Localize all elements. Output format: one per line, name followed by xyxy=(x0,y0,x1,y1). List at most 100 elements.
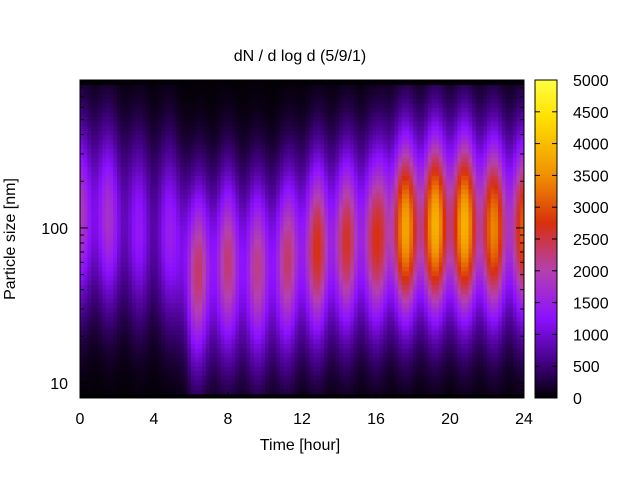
heatmap-cell xyxy=(265,329,270,335)
heatmap-cell xyxy=(87,243,92,249)
heatmap-cell xyxy=(331,361,336,367)
heatmap-cell xyxy=(235,134,240,140)
heatmap-cell xyxy=(161,316,166,322)
heatmap-cell xyxy=(231,370,236,376)
heatmap-cell xyxy=(276,248,281,254)
heatmap-cell xyxy=(131,211,137,217)
heatmap-cell xyxy=(176,366,181,372)
heatmap-cell xyxy=(179,261,185,267)
heatmap-cell xyxy=(253,366,259,372)
heatmap-cell xyxy=(287,129,292,136)
heatmap-cell xyxy=(198,366,203,372)
heatmap-cell xyxy=(91,279,96,286)
heatmap-cell xyxy=(283,388,288,395)
heatmap-cell xyxy=(216,166,222,172)
heatmap-cell xyxy=(305,148,310,154)
heatmap-cell xyxy=(205,170,211,176)
heatmap-cell xyxy=(83,384,88,390)
heatmap-cell xyxy=(165,302,170,308)
heatmap-cell xyxy=(198,125,203,131)
heatmap-cell xyxy=(253,334,259,340)
heatmap-cell xyxy=(120,134,125,140)
heatmap-cell xyxy=(168,320,174,326)
heatmap-cell xyxy=(198,234,203,240)
heatmap-cell xyxy=(205,84,211,90)
heatmap-cell xyxy=(228,357,233,363)
heatmap-cell xyxy=(305,161,310,167)
heatmap-cell xyxy=(324,98,329,104)
heatmap-cell xyxy=(202,107,207,113)
heatmap-cell xyxy=(316,243,322,249)
heatmap-cell xyxy=(128,302,133,308)
heatmap-cell xyxy=(231,116,236,122)
heatmap-cell xyxy=(290,225,296,231)
heatmap-cell xyxy=(228,202,233,208)
heatmap-cell xyxy=(187,84,192,90)
heatmap-cell xyxy=(83,98,88,104)
heatmap-cell xyxy=(261,234,266,240)
heatmap-cell xyxy=(287,243,292,249)
heatmap-cell xyxy=(202,252,207,258)
heatmap-cell xyxy=(279,157,285,163)
heatmap-cell xyxy=(179,111,185,117)
heatmap-cell xyxy=(105,98,111,104)
heatmap-cell xyxy=(128,148,133,154)
heatmap-cell xyxy=(239,211,244,217)
heatmap-cell xyxy=(142,175,148,181)
heatmap-cell xyxy=(261,375,266,381)
heatmap-cell xyxy=(109,334,114,340)
heatmap-cell xyxy=(246,89,251,95)
heatmap-cell xyxy=(279,193,285,199)
heatmap-cell xyxy=(139,361,144,367)
heatmap-cell xyxy=(139,298,144,304)
heatmap-cell xyxy=(231,279,236,286)
heatmap-cell xyxy=(331,302,336,308)
heatmap-cell xyxy=(250,270,255,276)
heatmap-cell xyxy=(335,152,340,158)
heatmap-cell xyxy=(327,325,333,331)
heatmap-cell xyxy=(294,379,299,385)
heatmap-cell xyxy=(120,361,125,367)
heatmap-cell xyxy=(290,98,296,104)
heatmap-cell xyxy=(172,334,177,340)
heatmap-cell xyxy=(120,311,125,317)
heatmap-cell xyxy=(83,257,88,263)
heatmap-cell xyxy=(231,311,236,317)
heatmap-cell xyxy=(216,393,222,398)
heatmap-cell xyxy=(83,184,88,190)
heatmap-cell xyxy=(309,120,314,127)
heatmap-cell xyxy=(142,302,148,308)
heatmap-cell xyxy=(150,357,155,363)
heatmap-cell xyxy=(150,220,155,226)
heatmap-cell xyxy=(239,207,244,213)
heatmap-cell xyxy=(194,229,199,236)
heatmap-cell xyxy=(335,343,340,349)
heatmap-cell xyxy=(135,98,140,104)
heatmap-cell xyxy=(83,243,88,249)
heatmap-cell xyxy=(302,80,307,86)
heatmap-cell xyxy=(327,189,333,195)
heatmap-cell xyxy=(331,98,336,104)
heatmap-cell xyxy=(235,89,240,95)
heatmap-cell xyxy=(283,293,288,299)
heatmap-cell xyxy=(139,189,144,195)
heatmap-cell xyxy=(168,229,174,236)
heatmap-cell xyxy=(279,229,285,236)
heatmap-cell xyxy=(128,384,133,390)
heatmap-cell xyxy=(272,111,277,117)
heatmap-cell xyxy=(339,334,344,340)
heatmap-cell xyxy=(131,198,137,204)
heatmap-cell xyxy=(113,129,118,136)
heatmap-cell xyxy=(216,148,222,154)
heatmap-cell xyxy=(83,307,88,313)
heatmap-cell xyxy=(202,334,207,340)
heatmap-cell xyxy=(339,134,344,140)
heatmap-cell xyxy=(98,293,103,299)
heatmap-cell xyxy=(154,139,159,145)
heatmap-cell xyxy=(80,298,85,304)
heatmap-cell xyxy=(302,93,307,99)
heatmap-cell xyxy=(220,229,225,236)
heatmap-cell xyxy=(179,366,185,372)
heatmap-cell xyxy=(172,102,177,108)
heatmap-cell xyxy=(172,248,177,254)
